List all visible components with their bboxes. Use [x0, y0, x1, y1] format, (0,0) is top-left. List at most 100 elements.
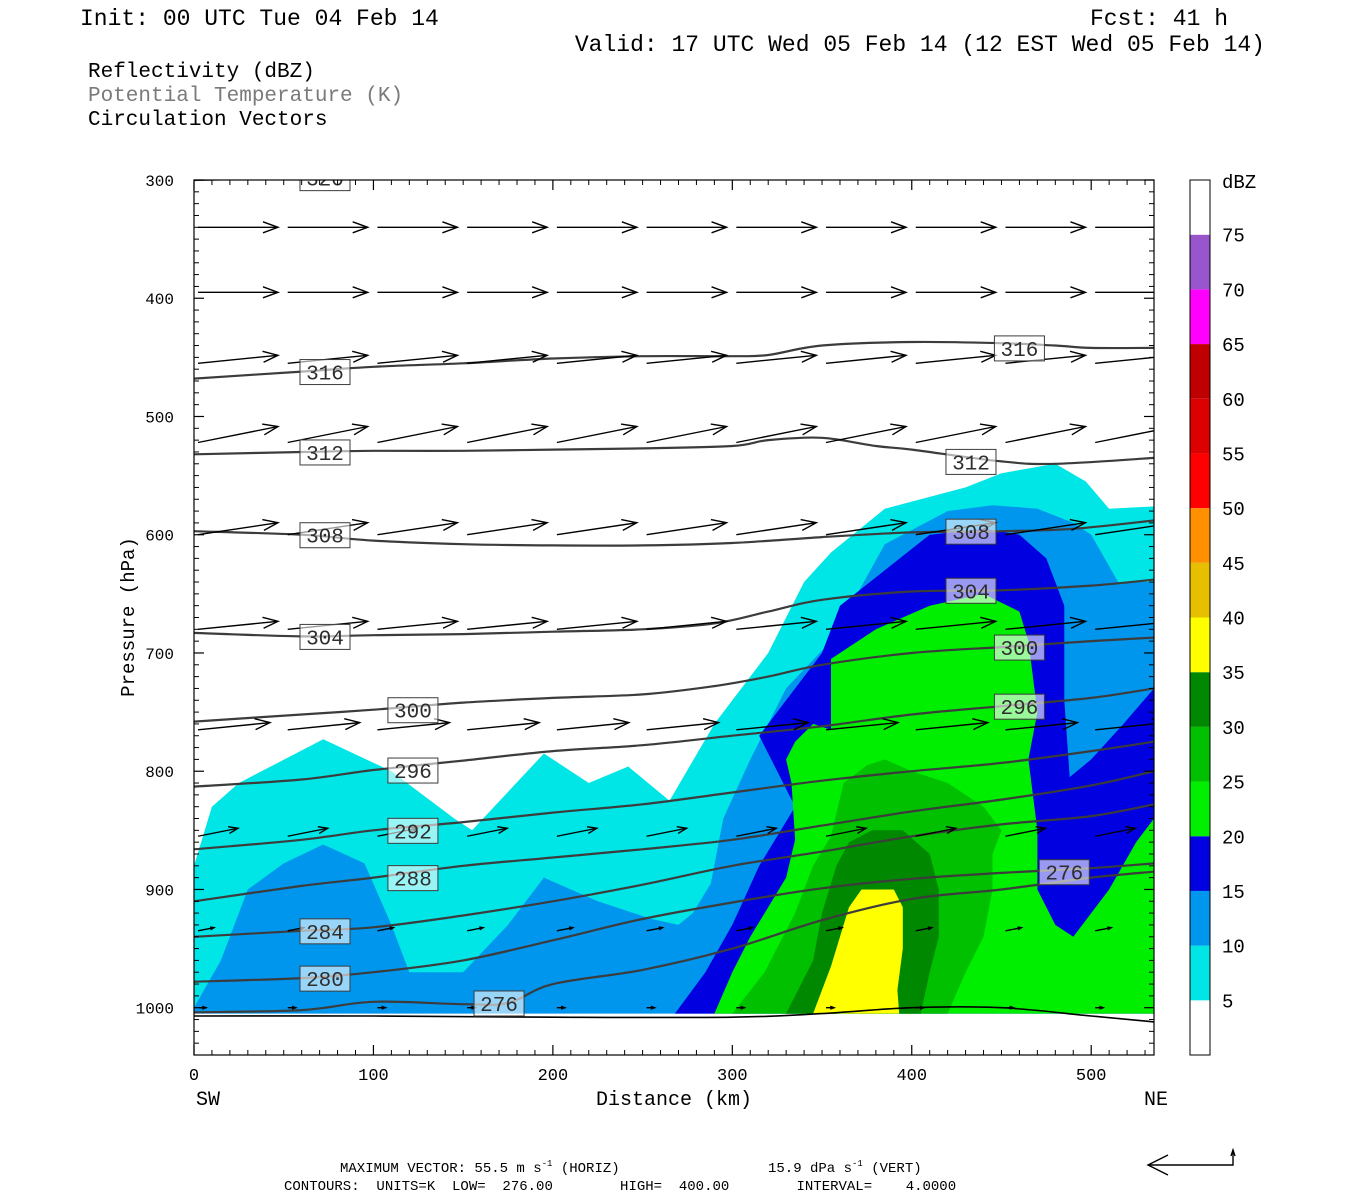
- vector-head: [262, 518, 281, 531]
- circulation-vector: [915, 717, 990, 731]
- circulation-vector: [1005, 350, 1088, 364]
- circulation-vector: [1095, 1005, 1106, 1010]
- vector-shaft: [1005, 721, 1078, 731]
- vector-shaft: [1005, 425, 1086, 444]
- colorbar-label: 45: [1222, 554, 1245, 576]
- colorbar-bin-20: [1190, 781, 1210, 837]
- vector-shaft: [915, 620, 996, 631]
- vector-head: [317, 826, 330, 835]
- max-vector-vert-info: 15.9 dPa s-1 (VERT): [768, 1159, 922, 1177]
- vector-shaft: [825, 522, 907, 536]
- vector-head: [442, 286, 460, 299]
- circulation-vector: [197, 518, 281, 536]
- circulation-vector: [556, 926, 575, 932]
- theta-label-280: 280: [306, 970, 344, 993]
- vector-shaft: [287, 721, 360, 731]
- vector-shaft: [1095, 723, 1154, 731]
- circulation-vector: [825, 616, 909, 631]
- theta-label-box-320: [299, 180, 351, 192]
- x-right-direction: NE: [1144, 1089, 1168, 1112]
- theta-label-296: 296: [394, 762, 432, 785]
- circulation-vector: [736, 926, 755, 932]
- colorbar-frame: [1189, 179, 1211, 1056]
- vector-head: [890, 221, 909, 234]
- colorbar-bin-35: [1190, 617, 1210, 673]
- vector-head: [531, 423, 550, 436]
- vector-head: [621, 286, 639, 299]
- circulation-vector: [287, 826, 330, 837]
- circulation-vector: [556, 286, 639, 299]
- colorbar-bin-55: [1190, 398, 1210, 454]
- vector-head: [1160, 351, 1176, 362]
- vector-head: [650, 1005, 657, 1010]
- field-label-reflectivity: Reflectivity (dBZ): [88, 61, 315, 84]
- vector-head: [1070, 286, 1088, 299]
- vector-head: [479, 926, 486, 931]
- theta-label-304: 304: [952, 582, 990, 605]
- vector-shaft: [197, 926, 215, 932]
- circulation-vector: [1095, 351, 1176, 364]
- vector-shaft: [467, 827, 508, 837]
- vector-head: [586, 826, 599, 835]
- theta-contour-labels: 320 320 316 316 312 312 308 308 304 304 300 300 296 2…: [299, 115, 1090, 1018]
- vector-shaft: [197, 522, 279, 536]
- vector-head: [262, 286, 281, 299]
- vector-head: [389, 926, 396, 931]
- circulation-vector: [825, 826, 869, 837]
- circulation-vector: [825, 717, 901, 731]
- vector-head: [433, 717, 452, 731]
- circulation-vector: [646, 221, 729, 234]
- circulation-vector: [825, 926, 845, 932]
- circulation-vector: [1095, 430, 1154, 444]
- vector-shaft: [556, 827, 598, 837]
- theta-label-box-284: [299, 918, 351, 945]
- vector-head: [620, 423, 639, 436]
- theta-label-box-288: [387, 865, 439, 892]
- colorbar-bin-25: [1190, 726, 1210, 782]
- theta-label-box-296: [993, 693, 1045, 720]
- vector-head: [441, 518, 460, 531]
- vector-shaft: [377, 354, 458, 364]
- circulation-vector: [825, 423, 909, 444]
- circulation-vector: [377, 518, 460, 536]
- vector-shaft: [915, 354, 996, 364]
- vector-head: [1160, 287, 1175, 298]
- circulation-vector: [1005, 518, 1088, 536]
- vector-head: [531, 518, 550, 531]
- colorbar-bin-45: [1190, 508, 1210, 563]
- theta-label-box-304: [945, 577, 997, 604]
- theta-label-276: 276: [1045, 864, 1083, 887]
- theta-label-box-312: [299, 439, 351, 466]
- circulation-vector: [467, 826, 510, 837]
- circulation-vector: [467, 518, 550, 536]
- vector-shaft: [556, 620, 637, 631]
- vector-shaft: [467, 354, 548, 364]
- vector-head: [1099, 1005, 1106, 1010]
- theta-label-312: 312: [306, 444, 344, 467]
- x-axis-title: Distance (km): [596, 1089, 752, 1112]
- vector-head: [658, 926, 665, 931]
- circulation-vector: [646, 717, 721, 731]
- vector-head: [381, 1005, 388, 1010]
- vector-shaft: [825, 827, 867, 837]
- circulation-vector: [467, 350, 550, 364]
- theta-label-box-292: [387, 817, 439, 844]
- colorbar-label: 35: [1222, 663, 1245, 685]
- vector-head: [979, 423, 998, 436]
- forecast-hour: Fcst: 41 h: [1090, 6, 1228, 32]
- colorbar-label: 75: [1222, 226, 1245, 248]
- circulation-vector: [915, 826, 958, 837]
- vector-head: [352, 350, 370, 363]
- vector-shaft: [467, 926, 484, 932]
- colorbar-label: 55: [1222, 444, 1245, 466]
- vector-shaft: [556, 721, 629, 731]
- circulation-vector: [736, 717, 811, 731]
- vector-head: [621, 221, 639, 234]
- circulation-vector: [915, 1005, 926, 1010]
- circulation-vector: [826, 221, 909, 234]
- vector-head: [621, 616, 639, 629]
- theta-label-276: 276: [480, 995, 518, 1018]
- circulation-vector: [1005, 717, 1080, 731]
- theta-label-320: 320: [1001, 115, 1039, 138]
